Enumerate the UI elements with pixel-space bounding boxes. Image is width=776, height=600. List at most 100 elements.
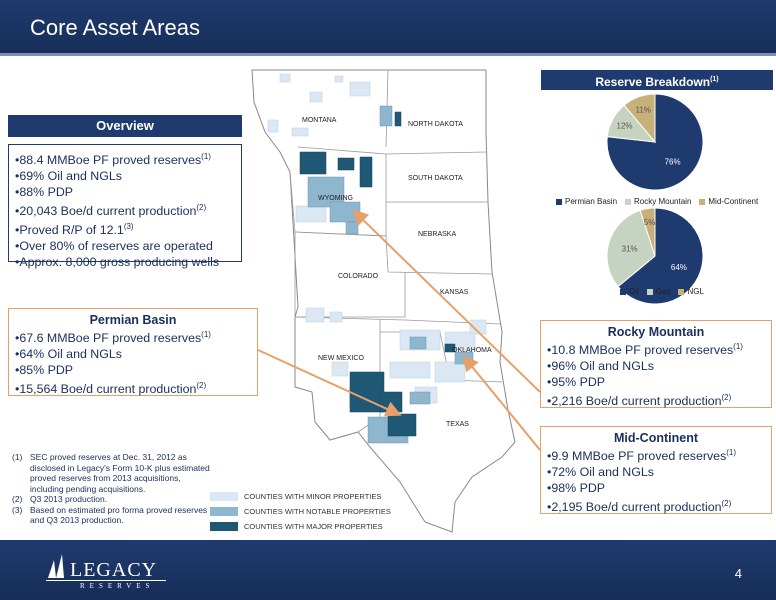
legend-label: Permian Basin [565, 197, 618, 206]
midcon-bullet-text: 72% Oil and NGLs [551, 465, 654, 480]
permian-bullet: 64% Oil and NGLs [15, 346, 251, 362]
counties-minor [267, 73, 487, 404]
legend-entry: Gas [646, 287, 671, 296]
legend-swatch [699, 198, 706, 205]
footnote-text: Q3 2013 production. [30, 494, 108, 504]
pie-data-label: 64% [671, 263, 687, 272]
svg-text:RESERVES: RESERVES [80, 582, 154, 590]
map-key-notable: COUNTIES WITH NOTABLE PROPERTIES [210, 507, 391, 516]
arrow-midcon [462, 354, 541, 451]
permian-bullet-text: 85% PDP [19, 363, 74, 378]
pie-slice-oil [617, 207, 704, 305]
state-label-wyoming: WYOMING [318, 195, 353, 202]
pie-data-label: 5% [644, 218, 656, 227]
state-label-kansas: KANSAS [440, 289, 469, 296]
overview-bullet-text: 88% PDP [19, 185, 74, 200]
overview-bullet-text: Proved R/P of 12.1 [19, 223, 124, 238]
state-label-new-mexico: NEW MEXICO [318, 355, 364, 362]
state-label-south-dakota: SOUTH DAKOTA [408, 175, 463, 182]
midcon-bullet: 2,195 Boe/d current production(2) [547, 496, 765, 515]
rocky-bullet-text: 96% Oil and NGLs [551, 359, 654, 374]
midcon-bullet-text: 9.9 MMBoe PF proved reserves [551, 449, 727, 464]
legend-label: Gas [655, 287, 671, 296]
legend-entry: NGL [678, 287, 704, 296]
arrow-permian [257, 349, 402, 417]
state-label-colorado: COLORADO [338, 273, 379, 280]
legend-entry: Permian Basin [556, 197, 617, 206]
midcon-list: 9.9 MMBoe PF proved reserves(1) 72% Oil a… [541, 445, 771, 519]
map-key-notable-label: COUNTIES WITH NOTABLE PROPERTIES [244, 507, 391, 516]
rocky-heading: Rocky Mountain [607, 325, 705, 339]
pie-chart-region: 76% 12%11% [606, 93, 704, 191]
pie-slice-permian-basin [606, 93, 704, 191]
swatch-notable [210, 507, 238, 516]
overview-box: 88.4 MMBoe PF proved reserves(1)69% Oil … [8, 144, 242, 269]
legend-entry: Rocky Mountain [625, 197, 691, 206]
overview-bullet: 88% PDP [15, 184, 235, 200]
permian-bullet-text: 64% Oil and NGLs [19, 347, 122, 362]
map-key-major-label: COUNTIES WITH MAJOR PROPERTIES [244, 522, 383, 531]
page-number: 4 [734, 566, 742, 581]
legend-swatch [625, 198, 632, 205]
overview-bullet-text: 88.4 MMBoe PF proved reserves [19, 153, 202, 168]
permian-bullet: 85% PDP [15, 362, 251, 378]
state-label-montana: MONTANA [302, 117, 337, 124]
footnote-number: (1) [12, 452, 23, 462]
pie-slice-mid-continent [623, 93, 656, 144]
overview-bullet-text: Over 80% of reserves are operated [19, 239, 213, 254]
state-label-texas: TEXAS [446, 421, 469, 428]
reserve-breakdown-sup: (1) [710, 76, 719, 83]
legend-swatch [678, 288, 685, 295]
permian-box: Permian Basin 67.6 MMBoe PF proved reser… [8, 308, 258, 396]
permian-bullet-footnote: (2) [196, 381, 207, 391]
map-key-major: COUNTIES WITH MAJOR PROPERTIES [210, 522, 383, 531]
footnote-number: (2) [12, 494, 23, 504]
footnote: (1) SEC proved reserves at Dec. 31, 2012 … [12, 452, 212, 494]
overview-bullet-text: 20,043 Boe/d current production [19, 204, 197, 219]
overview-list: 88.4 MMBoe PF proved reserves(1)69% Oil … [9, 145, 241, 274]
midcon-bullet-footnote: (2) [721, 499, 732, 509]
legend-label: Oil [629, 287, 639, 296]
permian-bullet: 67.6 MMBoe PF proved reserves(1) [15, 327, 251, 346]
pie-chart-product: 64% 31% 5% [606, 207, 704, 305]
rocky-bullet: 2,216 Boe/d current production(2) [547, 390, 765, 409]
permian-bullet-footnote: (1) [201, 330, 211, 339]
footnote: (3) Based on estimated pro forma proved r… [12, 505, 212, 526]
legend-label: NGL [687, 287, 704, 296]
rocky-bullet-text: 10.8 MMBoe PF proved reserves [551, 343, 734, 358]
overview-heading: Overview [8, 115, 242, 137]
state-label-nebraska: NEBRASKA [418, 231, 456, 238]
overview-bullet-text: 69% Oil and NGLs [19, 169, 122, 184]
footnote-number: (3) [12, 504, 23, 515]
overview-bullet-footnote: (3) [123, 222, 134, 232]
rocky-box: Rocky Mountain 10.8 MMBoe PF proved rese… [540, 320, 772, 408]
legend-label: Mid-Continent [708, 197, 759, 206]
svg-text:LEGACY: LEGACY [70, 559, 157, 581]
footnote-text: Based on estimated pro forma proved rese… [30, 504, 208, 526]
pie-data-label: 31% [622, 245, 638, 254]
overview-bullet: Proved R/P of 12.1(3) [15, 219, 235, 238]
rocky-bullet: 95% PDP [547, 374, 765, 390]
overview-bullet-footnote: (2) [196, 203, 207, 213]
midcon-bullet-text: 2,195 Boe/d current production [551, 500, 722, 515]
reserve-breakdown-title: Reserve Breakdown [595, 75, 711, 89]
footnotes: (1) SEC proved reserves at Dec. 31, 2012 … [12, 452, 212, 526]
pie-region-legend: Permian Basin Rocky Mountain Mid-Continent [556, 197, 758, 206]
midcon-bullet-text: 98% PDP [551, 481, 606, 496]
footnote-text: SEC proved reserves at Dec. 31, 2012 as … [30, 452, 210, 494]
midcon-bullet: 72% Oil and NGLs [547, 464, 765, 480]
midcon-bullet: 98% PDP [547, 480, 765, 496]
legend-swatch [556, 198, 562, 205]
legend-label: Rocky Mountain [634, 197, 692, 206]
arrow-rocky [352, 209, 541, 393]
rocky-bullet-footnote: (2) [721, 393, 732, 403]
legend-swatch [620, 288, 626, 295]
state-label-oklahoma: OKLAHOMA [452, 347, 492, 354]
swatch-minor [210, 492, 238, 501]
permian-list: 67.6 MMBoe PF proved reserves(1)64% Oil … [9, 327, 257, 401]
pie-data-label: 76% [665, 158, 681, 167]
midcon-bullet-footnote: (1) [726, 448, 737, 457]
overview-bullet: 88.4 MMBoe PF proved reserves(1) [15, 149, 235, 168]
permian-bullet: 15,564 Boe/d current production(2) [15, 378, 251, 397]
